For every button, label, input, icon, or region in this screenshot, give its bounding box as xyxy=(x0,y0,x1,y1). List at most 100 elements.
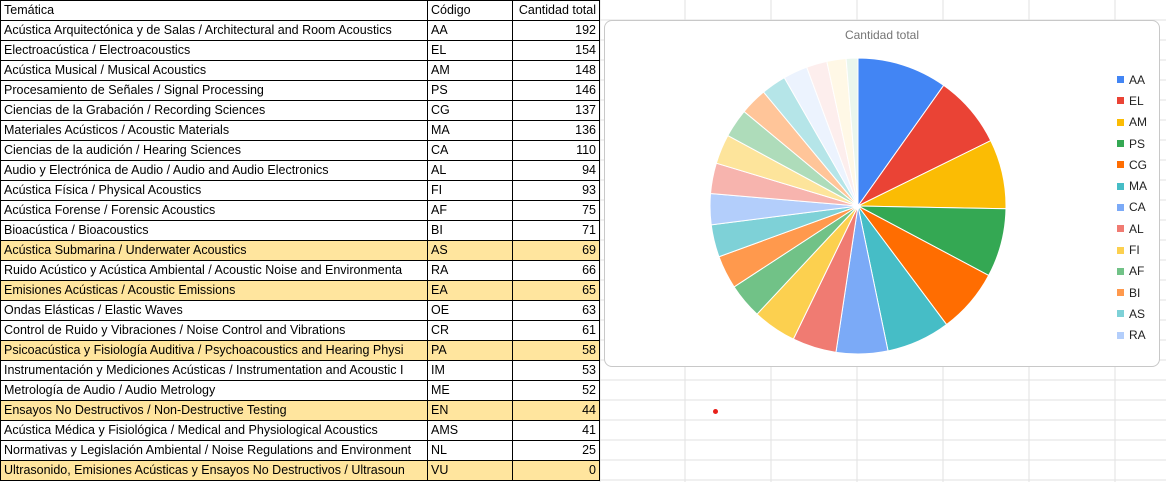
header-tematica[interactable]: Temática xyxy=(0,0,428,21)
cell-tematica[interactable]: Ruido Acústico y Acústica Ambiental / Ac… xyxy=(0,260,428,281)
cell-codigo[interactable]: AL xyxy=(427,160,513,181)
cell-codigo[interactable]: AM xyxy=(427,60,513,81)
table-row: Procesamiento de Señales / Signal Proces… xyxy=(0,80,600,101)
cell-cantidad-total[interactable]: 75 xyxy=(512,200,600,221)
cell-cantidad-total[interactable]: 65 xyxy=(512,280,600,301)
cell-codigo[interactable]: AF xyxy=(427,200,513,221)
cell-cantidad-total[interactable]: 192 xyxy=(512,20,600,41)
cell-cantidad-total[interactable]: 0 xyxy=(512,460,600,481)
cell-codigo[interactable]: FI xyxy=(427,180,513,201)
table-row: Control de Ruido y Vibraciones / Noise C… xyxy=(0,320,600,341)
cell-cantidad-total[interactable]: 93 xyxy=(512,180,600,201)
cell-codigo[interactable]: CR xyxy=(427,320,513,341)
legend-item-aa[interactable]: AA xyxy=(1117,69,1147,90)
legend-label: PS xyxy=(1129,136,1146,151)
cell-cantidad-total[interactable]: 58 xyxy=(512,340,600,361)
legend-label: AA xyxy=(1129,72,1146,87)
cell-codigo[interactable]: RA xyxy=(427,260,513,281)
table-row: Acústica Arquitectónica y de Salas / Arc… xyxy=(0,20,600,41)
legend-item-af[interactable]: AF xyxy=(1117,261,1147,282)
cell-cantidad-total[interactable]: 148 xyxy=(512,60,600,81)
cell-codigo[interactable]: PS xyxy=(427,80,513,101)
cell-cantidad-total[interactable]: 41 xyxy=(512,420,600,441)
cell-tematica[interactable]: Materiales Acústicos / Acoustic Material… xyxy=(0,120,428,141)
cell-cantidad-total[interactable]: 71 xyxy=(512,220,600,241)
cell-cantidad-total[interactable]: 25 xyxy=(512,440,600,461)
table-row: Normativas y Legislación Ambiental / Noi… xyxy=(0,440,600,461)
cell-codigo[interactable]: MA xyxy=(427,120,513,141)
cell-tematica[interactable]: Ciencias de la audición / Hearing Scienc… xyxy=(0,140,428,161)
pie-slice-aa[interactable] xyxy=(857,57,945,208)
cell-tematica[interactable]: Bioacústica / Bioacoustics xyxy=(0,220,428,241)
cell-codigo[interactable]: ME xyxy=(427,380,513,401)
header-cantidad-total[interactable]: Cantidad total xyxy=(512,0,600,21)
cell-codigo[interactable]: PA xyxy=(427,340,513,361)
cell-tematica[interactable]: Instrumentación y Mediciones Acústicas /… xyxy=(0,360,428,381)
cell-cantidad-total[interactable]: 53 xyxy=(512,360,600,381)
cell-tematica[interactable]: Acústica Arquitectónica y de Salas / Arc… xyxy=(0,20,428,41)
cell-tematica[interactable]: Acústica Submarina / Underwater Acoustic… xyxy=(0,240,428,261)
cell-cantidad-total[interactable]: 52 xyxy=(512,380,600,401)
cell-tematica[interactable]: Acústica Forense / Forensic Acoustics xyxy=(0,200,428,221)
cell-codigo[interactable]: EN xyxy=(427,400,513,421)
cell-tematica[interactable]: Ciencias de la Grabación / Recording Sci… xyxy=(0,100,428,121)
cell-tematica[interactable]: Acústica Física / Physical Acoustics xyxy=(0,180,428,201)
cell-codigo[interactable]: AMS xyxy=(427,420,513,441)
cell-codigo[interactable]: IM xyxy=(427,360,513,381)
header-codigo[interactable]: Código xyxy=(427,0,513,21)
cell-tematica[interactable]: Ondas Elásticas / Elastic Waves xyxy=(0,300,428,321)
cell-codigo[interactable]: CA xyxy=(427,140,513,161)
cell-codigo[interactable]: AS xyxy=(427,240,513,261)
cell-cantidad-total[interactable]: 136 xyxy=(512,120,600,141)
legend-item-ca[interactable]: CA xyxy=(1117,197,1147,218)
legend-item-as[interactable]: AS xyxy=(1117,303,1147,324)
pie-slice-nl[interactable] xyxy=(845,57,859,207)
legend-item-ma[interactable]: MA xyxy=(1117,175,1147,196)
cell-cantidad-total[interactable]: 69 xyxy=(512,240,600,261)
cell-codigo[interactable]: AA xyxy=(427,20,513,41)
cell-tematica[interactable]: Control de Ruido y Vibraciones / Noise C… xyxy=(0,320,428,341)
cell-tematica[interactable]: Emisiones Acústicas / Acoustic Emissions xyxy=(0,280,428,301)
table-row: Acústica Médica y Fisiológica / Medical … xyxy=(0,420,600,441)
table-row: Emisiones Acústicas / Acoustic Emissions… xyxy=(0,280,600,301)
legend-item-ra[interactable]: RA xyxy=(1117,325,1147,346)
cell-tematica[interactable]: Acústica Médica y Fisiológica / Medical … xyxy=(0,420,428,441)
legend-item-al[interactable]: AL xyxy=(1117,218,1147,239)
cell-tematica[interactable]: Normativas y Legislación Ambiental / Noi… xyxy=(0,440,428,461)
cell-cantidad-total[interactable]: 146 xyxy=(512,80,600,101)
cell-cantidad-total[interactable]: 61 xyxy=(512,320,600,341)
table-row: Bioacústica / Bioacoustics BI 71 xyxy=(0,220,600,241)
legend-item-am[interactable]: AM xyxy=(1117,112,1147,133)
table-row: Acústica Física / Physical Acoustics FI 93 xyxy=(0,180,600,201)
legend-label: AL xyxy=(1129,221,1144,236)
cell-codigo[interactable]: VU xyxy=(427,460,513,481)
cell-tematica[interactable]: Procesamiento de Señales / Signal Proces… xyxy=(0,80,428,101)
cell-tematica[interactable]: Electroacústica / Electroacoustics xyxy=(0,40,428,61)
cell-tematica[interactable]: Ultrasonido, Emisiones Acústicas y Ensay… xyxy=(0,460,428,481)
cell-codigo[interactable]: CG xyxy=(427,100,513,121)
pie-chart[interactable]: Cantidad total AA EL AM PS CG MA CA AL FI AF BI AS R… xyxy=(604,20,1160,367)
cell-cantidad-total[interactable]: 110 xyxy=(512,140,600,161)
cell-tematica[interactable]: Ensayos No Destructivos / Non-Destructiv… xyxy=(0,400,428,421)
cell-codigo[interactable]: EA xyxy=(427,280,513,301)
cell-tematica[interactable]: Acústica Musical / Musical Acoustics xyxy=(0,60,428,81)
cell-tematica[interactable]: Psicoacústica y Fisiología Auditiva / Ps… xyxy=(0,340,428,361)
cell-cantidad-total[interactable]: 63 xyxy=(512,300,600,321)
chart-legend: AA EL AM PS CG MA CA AL FI AF BI AS RA xyxy=(1117,69,1147,346)
cell-codigo[interactable]: OE xyxy=(427,300,513,321)
legend-item-el[interactable]: EL xyxy=(1117,90,1147,111)
cell-cantidad-total[interactable]: 94 xyxy=(512,160,600,181)
cell-codigo[interactable]: BI xyxy=(427,220,513,241)
cell-cantidad-total[interactable]: 44 xyxy=(512,400,600,421)
legend-item-bi[interactable]: BI xyxy=(1117,282,1147,303)
cell-codigo[interactable]: EL xyxy=(427,40,513,61)
cell-codigo[interactable]: NL xyxy=(427,440,513,461)
cell-cantidad-total[interactable]: 154 xyxy=(512,40,600,61)
legend-item-cg[interactable]: CG xyxy=(1117,154,1147,175)
cell-cantidad-total[interactable]: 66 xyxy=(512,260,600,281)
cell-tematica[interactable]: Audio y Electrónica de Audio / Audio and… xyxy=(0,160,428,181)
legend-item-ps[interactable]: PS xyxy=(1117,133,1147,154)
cell-cantidad-total[interactable]: 137 xyxy=(512,100,600,121)
cell-tematica[interactable]: Metrología de Audio / Audio Metrology xyxy=(0,380,428,401)
legend-item-fi[interactable]: FI xyxy=(1117,239,1147,260)
